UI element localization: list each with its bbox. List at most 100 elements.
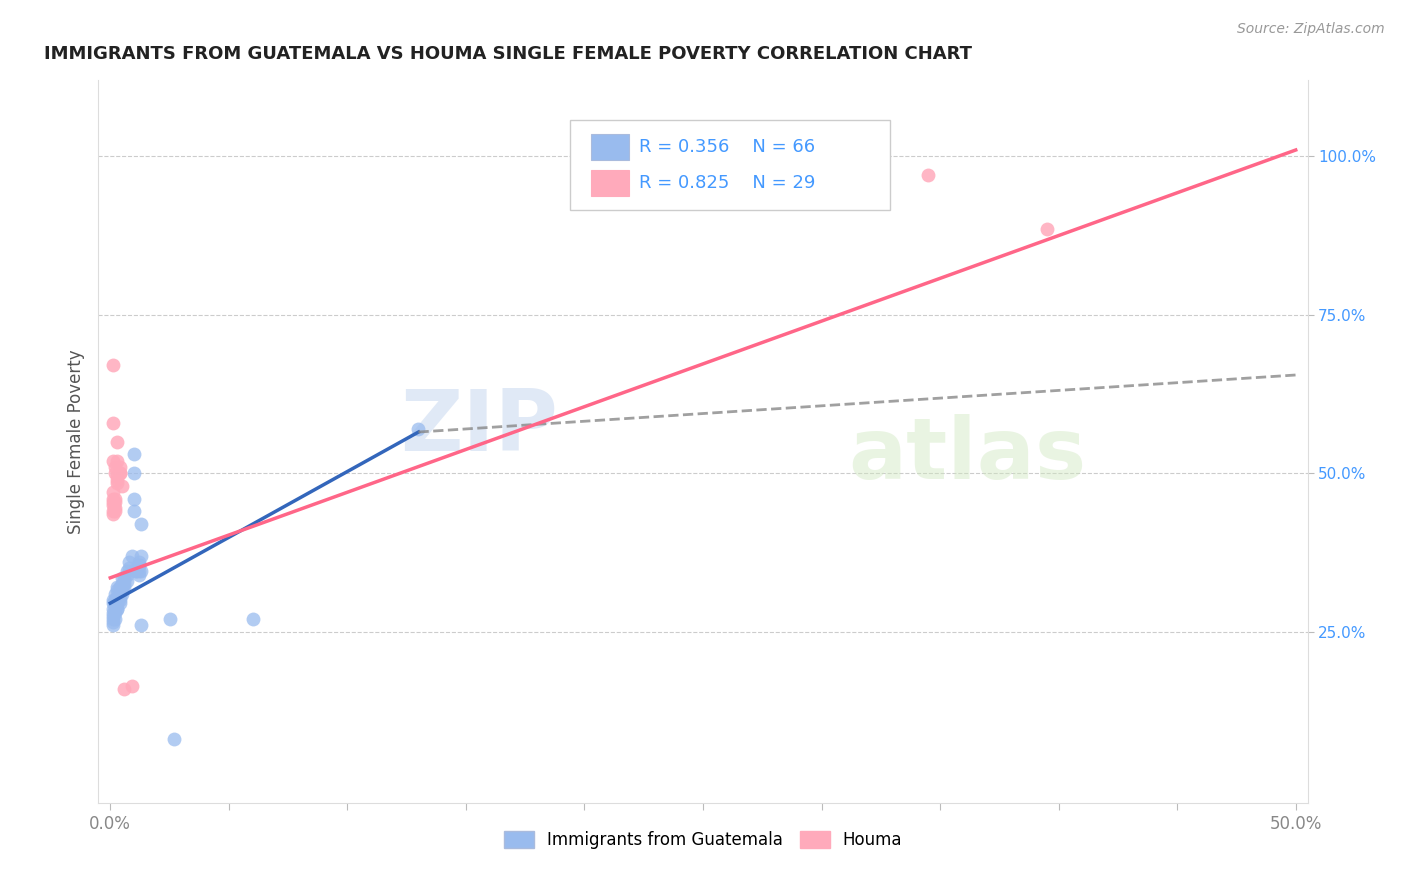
Point	[101, 508, 124, 522]
Point	[101, 618, 124, 632]
Point	[114, 580, 136, 594]
Point	[799, 169, 821, 183]
Point	[105, 602, 128, 616]
Y-axis label: Single Female Poverty: Single Female Poverty	[66, 350, 84, 533]
Point	[111, 583, 134, 598]
Point	[105, 602, 128, 616]
Point	[408, 422, 430, 436]
Point	[104, 599, 127, 614]
Point	[108, 580, 131, 594]
Point	[101, 416, 124, 430]
Point	[163, 732, 186, 747]
Point	[101, 453, 124, 467]
Point	[108, 580, 131, 594]
Point	[104, 494, 127, 508]
Point	[114, 681, 136, 696]
Text: IMMIGRANTS FROM GUATEMALA VS HOUMA SINGLE FEMALE POVERTY CORRELATION CHART: IMMIGRANTS FROM GUATEMALA VS HOUMA SINGL…	[44, 45, 972, 63]
Point	[101, 612, 124, 626]
Point	[159, 612, 181, 626]
Point	[105, 593, 128, 607]
Point	[121, 549, 143, 563]
Point	[105, 583, 128, 598]
Point	[108, 590, 131, 604]
Point	[111, 580, 134, 594]
Point	[125, 565, 148, 579]
Point	[111, 479, 134, 493]
Point	[128, 555, 150, 569]
Point	[104, 593, 127, 607]
Point	[104, 459, 127, 474]
Point	[105, 475, 128, 490]
FancyBboxPatch shape	[569, 120, 890, 211]
Point	[129, 516, 152, 531]
Point	[128, 558, 150, 573]
Point	[121, 679, 143, 693]
Point	[105, 590, 128, 604]
Point	[101, 593, 124, 607]
Point	[118, 555, 141, 569]
Point	[128, 565, 150, 579]
Point	[104, 593, 127, 607]
Point	[129, 565, 152, 579]
Point	[108, 596, 131, 610]
Point	[105, 593, 128, 607]
Point	[101, 504, 124, 518]
Point	[105, 596, 128, 610]
Point	[101, 602, 124, 616]
Point	[105, 453, 128, 467]
Point	[122, 491, 145, 506]
Point	[111, 571, 134, 585]
Legend: Immigrants from Guatemala, Houma: Immigrants from Guatemala, Houma	[496, 824, 910, 856]
Point	[129, 618, 152, 632]
Point	[108, 467, 131, 481]
Point	[108, 467, 131, 481]
Text: ZIP: ZIP	[401, 385, 558, 468]
Point	[115, 567, 138, 582]
Point	[104, 596, 127, 610]
Point	[104, 606, 127, 620]
FancyBboxPatch shape	[591, 134, 630, 160]
Point	[111, 580, 134, 594]
Point	[104, 612, 127, 626]
Point	[128, 558, 150, 573]
Point	[104, 467, 127, 481]
Point	[122, 467, 145, 481]
Text: R = 0.356    N = 66: R = 0.356 N = 66	[638, 137, 815, 156]
Text: atlas: atlas	[848, 415, 1087, 498]
Point	[101, 359, 124, 373]
Point	[122, 504, 145, 518]
Point	[104, 504, 127, 518]
Point	[114, 577, 136, 591]
Point	[105, 473, 128, 487]
Point	[118, 561, 141, 575]
Point	[104, 587, 127, 601]
Point	[105, 580, 128, 594]
Point	[1036, 222, 1059, 236]
Point	[101, 615, 124, 630]
Point	[122, 447, 145, 461]
Point	[101, 608, 124, 623]
Point	[108, 459, 131, 474]
Point	[242, 612, 264, 626]
Point	[917, 169, 939, 183]
Point	[104, 501, 127, 516]
Point	[101, 491, 124, 506]
Point	[101, 596, 124, 610]
Point	[129, 549, 152, 563]
Text: R = 0.825    N = 29: R = 0.825 N = 29	[638, 174, 815, 192]
Point	[125, 561, 148, 575]
Point	[105, 434, 128, 449]
Point	[101, 498, 124, 512]
Point	[108, 587, 131, 601]
Point	[108, 593, 131, 607]
Point	[101, 606, 124, 620]
Point	[105, 469, 128, 483]
Point	[114, 571, 136, 585]
Point	[111, 587, 134, 601]
Point	[101, 494, 124, 508]
FancyBboxPatch shape	[591, 169, 630, 196]
Point	[104, 491, 127, 506]
Point	[115, 565, 138, 579]
Point	[125, 565, 148, 579]
Point	[114, 574, 136, 588]
